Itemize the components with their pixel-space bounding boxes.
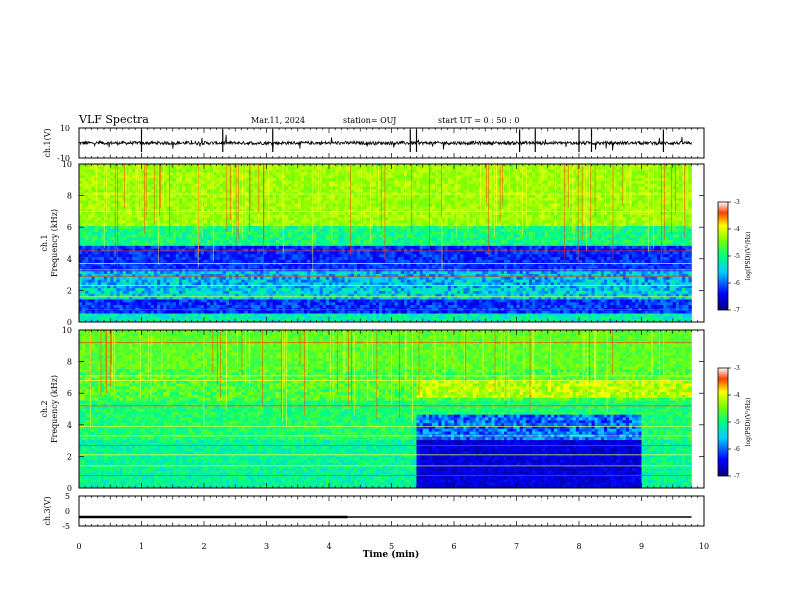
date-label: Mar.11, 2024 — [251, 116, 305, 125]
spec-ytick-label: 8 — [67, 192, 72, 201]
start-time-label: start UT = 0 : 50 : 0 — [438, 116, 519, 125]
colorbar-tick-label: -6 — [734, 280, 740, 287]
x-tick-label: 2 — [201, 542, 206, 551]
spec-ytick-label: 8 — [67, 358, 72, 367]
spec2-ylabel-channel: ch.2 — [40, 400, 49, 417]
x-axis-label: Time (min) — [363, 549, 420, 560]
x-tick-label: 8 — [576, 542, 581, 551]
spec1-colorbar: -3 -4 -5 -6 -7 log(PSD)(V²/Hz) — [717, 199, 752, 314]
spec-ytick-label: 4 — [67, 421, 72, 430]
ch3-ylabel: ch.3(V) — [43, 496, 52, 525]
spec-ytick-label: 2 — [67, 286, 72, 295]
x-tick-label: 0 — [76, 542, 81, 551]
spec-ytick-label: 2 — [67, 452, 72, 461]
x-tick-label: 10 — [699, 542, 709, 551]
x-tick-label: 7 — [514, 542, 519, 551]
ch3-ytick-top: 5 — [65, 492, 70, 501]
ch3-ytick-mid: 0 — [65, 507, 70, 516]
ch1-ylabel: ch.1(V) — [43, 128, 52, 157]
spec-ytick-label: 6 — [67, 389, 72, 398]
spec-ytick-label: 10 — [62, 160, 72, 169]
ch1-spectrogram-panel: 0 2 4 6 8 10 ch.1 Frequency (kHz) -3 -4 -5 -6 -7 … — [40, 160, 752, 327]
spec2-ylabel-freq: Frequency (kHz) — [50, 375, 59, 443]
x-tick-label: 1 — [139, 542, 144, 551]
cbar1-label: log(PSD)(V²/Hz) — [745, 232, 752, 281]
ch1-voltage-line — [79, 134, 692, 151]
cbar2-label: log(PSD)(V²/Hz) — [745, 398, 752, 447]
x-tick-label: 9 — [639, 542, 644, 551]
spec-ytick-label: 0 — [67, 484, 72, 493]
ch2-spectrogram-panel: 0 2 4 6 8 10 ch.2 Frequency (kHz) -3 -4 -5 -6 -7 … — [40, 326, 752, 493]
ch3-voltage-panel: 5 0 -5 ch.3(V) 0 1 2 3 4 5 6 7 8 9 10 Time (min) — [43, 492, 709, 560]
spec1-ylabel-freq: Frequency (kHz) — [50, 209, 59, 277]
colorbar-tick-label: -3 — [734, 199, 740, 206]
spec-ytick-label: 4 — [67, 255, 72, 264]
spec2-colorbar: -3 -4 -5 -6 -7 log(PSD)(V²/Hz) — [717, 365, 752, 480]
x-tick-label: 6 — [451, 542, 456, 551]
colorbar-tick-label: -5 — [734, 419, 740, 426]
colorbar-tick-label: -6 — [734, 446, 740, 453]
spec-ytick-label: 6 — [67, 223, 72, 232]
ch1-spectrogram-image — [79, 164, 704, 323]
ch3-ytick-bottom: -5 — [62, 522, 70, 531]
colorbar-tick-label: -7 — [734, 473, 740, 480]
x-tick-label: 4 — [326, 542, 331, 551]
colorbar-tick-label: -7 — [734, 307, 740, 314]
spec-ytick-label: 0 — [67, 318, 72, 327]
spec-ytick-label: 10 — [62, 326, 72, 335]
ch1-voltage-panel: 10 -10 ch.1(V) — [43, 124, 705, 163]
station-label: station= OUJ — [343, 116, 396, 125]
colorbar-tick-label: -5 — [734, 253, 740, 260]
x-tick-label: 3 — [264, 542, 269, 551]
spec1-ylabel-channel: ch.1 — [40, 234, 49, 251]
colorbar-tick-label: -3 — [734, 365, 740, 372]
x-tick-label: 5 — [389, 542, 394, 551]
ch2-spectrogram-image — [79, 330, 704, 489]
ch1-ytick-bottom: -10 — [57, 154, 70, 163]
colorbar-tick-label: -4 — [734, 226, 740, 233]
figure-title: VLF Spectra — [78, 113, 149, 126]
ch1-ytick-top: 10 — [60, 124, 70, 133]
colorbar-tick-label: -4 — [734, 392, 740, 399]
